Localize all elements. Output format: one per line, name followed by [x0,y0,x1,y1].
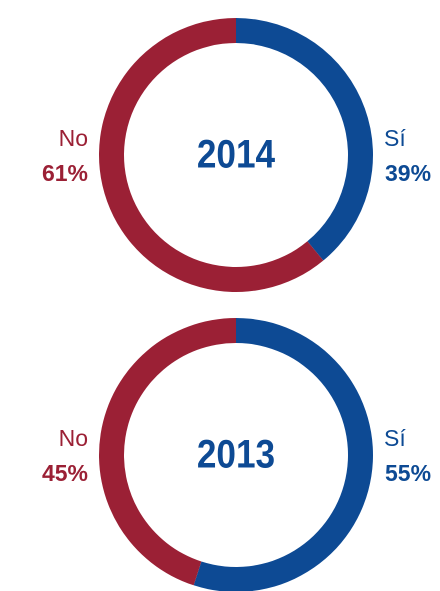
value-label: 61% [42,160,88,186]
year-label: 2013 [197,431,275,476]
category-label: No [59,125,88,151]
category-label: Sí [384,125,406,151]
category-label: No [59,425,88,451]
donut-segment [236,18,373,261]
year-label: 2014 [197,131,275,176]
value-label: 45% [42,460,88,486]
donut-segment [99,318,237,586]
donut-segment [98,18,324,292]
donut-segment [193,318,373,591]
category-label: Sí [384,425,406,451]
value-label: 39% [385,160,431,186]
value-label: 55% [385,460,431,486]
